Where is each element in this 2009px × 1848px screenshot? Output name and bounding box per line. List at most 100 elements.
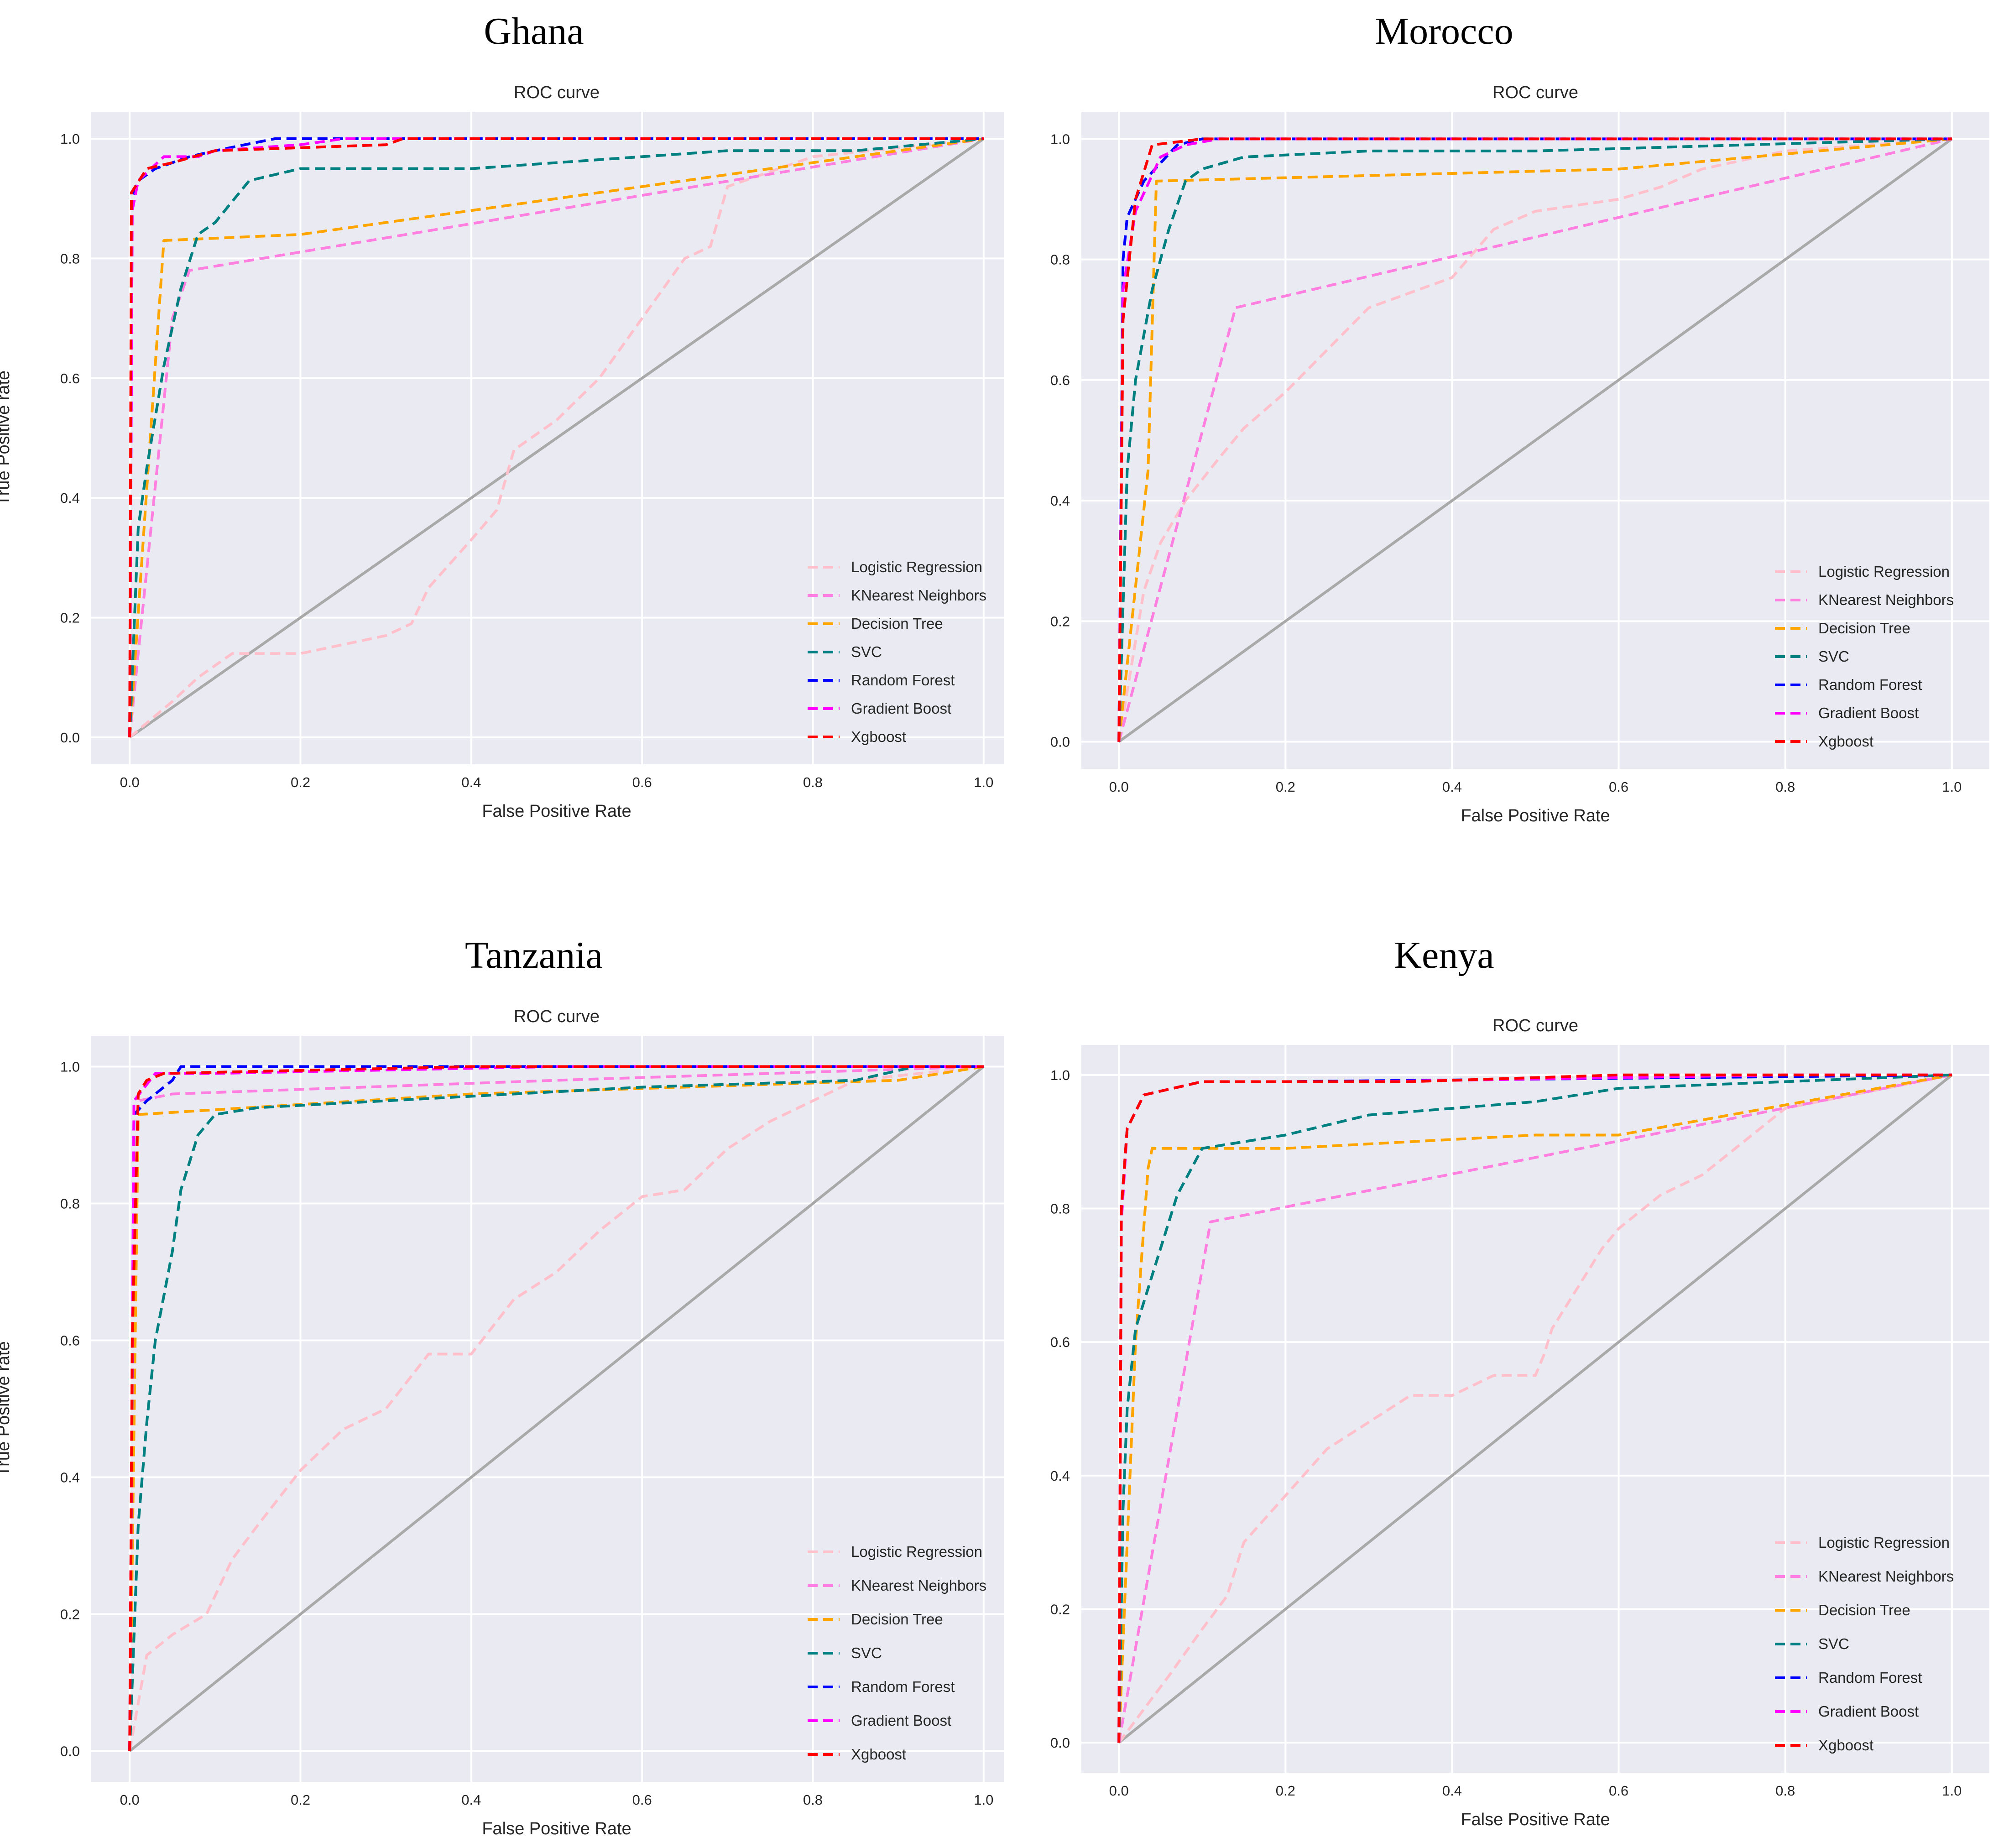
legend-label-knearest-neighbors: KNearest Neighbors <box>851 587 986 604</box>
series-line-logistic-regression <box>129 137 984 739</box>
series-line-svc <box>1117 1073 1952 1743</box>
y-axis-label: True Positive rate <box>0 1341 13 1476</box>
legend-label-logistic-regression: Logistic Regression <box>851 1543 982 1560</box>
x-tick-label: 0.2 <box>291 1792 310 1808</box>
x-tick-label: 0.6 <box>632 774 652 790</box>
legend-label-knearest-neighbors: KNearest Neighbors <box>1818 591 1954 608</box>
series-line-gradient-boost <box>1117 137 1952 742</box>
legend-label-gradient-boost: Gradient Boost <box>1818 1703 1919 1720</box>
legend-label-xgboost: Xgboost <box>1818 1737 1873 1754</box>
series-group <box>128 1065 985 1752</box>
legend-label-svc: SVC <box>851 1644 882 1661</box>
series-line-xgboost <box>1117 1073 1952 1743</box>
legend-label-random-forest: Random Forest <box>1818 676 1922 693</box>
series-line-svc <box>128 1065 984 1751</box>
legend-label-gradient-boost: Gradient Boost <box>851 700 951 717</box>
x-tick-label: 0.6 <box>632 1792 652 1808</box>
x-tick-label: 0.0 <box>1109 1783 1129 1799</box>
y-tick-label: 1.0 <box>1050 131 1070 147</box>
y-tick-label: 0.8 <box>60 251 80 266</box>
legend-label-decision-tree: Decision Tree <box>851 615 943 632</box>
series-line-random-forest <box>1117 137 1952 742</box>
x-tick-label: 1.0 <box>1942 1783 1962 1799</box>
plot-area <box>91 1036 1004 1782</box>
x-tick-label: 1.0 <box>974 774 993 790</box>
y-tick-label: 0.8 <box>1050 1201 1070 1217</box>
legend-label-random-forest: Random Forest <box>851 1678 955 1695</box>
x-axis-label: False Positive Rate <box>1461 1810 1610 1829</box>
y-tick-label: 0.6 <box>1050 1334 1070 1350</box>
panel-label-morocco: Morocco <box>1375 10 1513 52</box>
panel-ghana: Ghana ROC curve 0.0 0.0 0.2 0.2 0.4 0.4 0.6 0.6 0… <box>0 0 1004 924</box>
y-tick-label: 0.4 <box>1050 493 1070 509</box>
series-group <box>1117 1073 1953 1744</box>
series-line-decision-tree <box>1117 1073 1952 1743</box>
y-tick-label: 0.6 <box>60 1333 80 1349</box>
y-tick-label: 0.2 <box>60 610 80 626</box>
panel-label-ghana: Ghana <box>484 10 584 52</box>
series-line-logistic-regression <box>1117 137 1952 742</box>
series-line-svc <box>1117 137 1952 742</box>
legend-label-logistic-regression: Logistic Regression <box>851 559 982 575</box>
chance-diagonal <box>1118 138 1953 743</box>
x-tick-label: 0.8 <box>803 774 823 790</box>
series-line-knearest-neighbors <box>1117 1073 1952 1743</box>
series-line-xgboost <box>128 137 984 738</box>
x-tick-label: 0.6 <box>1609 1783 1628 1799</box>
legend-label-xgboost: Xgboost <box>1818 733 1873 750</box>
legend-label-gradient-boost: Gradient Boost <box>1818 705 1919 721</box>
y-tick-label: 1.0 <box>60 131 80 147</box>
x-tick-label: 0.4 <box>461 774 481 790</box>
x-tick-label: 0.0 <box>1109 779 1129 795</box>
chart-title: ROC curve <box>514 1007 600 1026</box>
x-tick-label: 0.2 <box>1276 1783 1295 1799</box>
legend-label-decision-tree: Decision Tree <box>851 1611 943 1628</box>
x-tick-label: 0.2 <box>291 774 310 790</box>
x-tick-label: 0.8 <box>1775 779 1795 795</box>
legend-label-xgboost: Xgboost <box>851 1746 906 1763</box>
y-tick-label: 0.2 <box>1050 1601 1070 1617</box>
legend-label-knearest-neighbors: KNearest Neighbors <box>1818 1568 1954 1585</box>
legend-label-random-forest: Random Forest <box>1818 1669 1922 1686</box>
x-tick-label: 0.0 <box>120 774 140 790</box>
legend-label-decision-tree: Decision Tree <box>1818 620 1910 637</box>
series-line-decision-tree <box>128 1065 984 1751</box>
chance-diagonal <box>129 1065 985 1752</box>
y-tick-label: 0.8 <box>60 1196 80 1212</box>
roc-chart-morocco: ROC curve 0.0 0.0 0.2 0.2 0.4 0.4 0.6 0.6 0.8 0.8 1… <box>1050 83 1989 825</box>
legend-label-decision-tree: Decision Tree <box>1818 1602 1910 1618</box>
series-line-knearest-neighbors <box>128 137 984 738</box>
legend-label-xgboost: Xgboost <box>851 728 906 745</box>
x-tick-label: 0.6 <box>1609 779 1628 795</box>
legend-label-svc: SVC <box>1818 648 1849 665</box>
chart-title: ROC curve <box>1492 1016 1578 1035</box>
x-tick-label: 1.0 <box>1942 779 1962 795</box>
y-tick-label: 0.0 <box>60 1744 80 1759</box>
y-tick-label: 0.2 <box>60 1607 80 1623</box>
plot-area <box>91 112 1004 764</box>
x-tick-label: 0.4 <box>1442 779 1462 795</box>
panel-label-kenya: Kenya <box>1394 934 1494 976</box>
y-tick-label: 0.0 <box>60 730 80 746</box>
x-tick-label: 0.0 <box>120 1792 140 1808</box>
y-tick-label: 0.0 <box>1050 734 1070 750</box>
series-group <box>1117 137 1953 743</box>
chance-diagonal <box>129 137 985 739</box>
y-tick-label: 0.2 <box>1050 613 1070 629</box>
chance-diagonal <box>1118 1074 1953 1744</box>
series-line-decision-tree <box>128 137 984 738</box>
series-line-logistic-regression <box>128 1065 984 1752</box>
y-tick-label: 0.4 <box>60 490 80 506</box>
y-tick-label: 0.6 <box>1050 372 1070 388</box>
y-tick-label: 1.0 <box>60 1059 80 1075</box>
x-axis-label: False Positive Rate <box>1461 806 1610 825</box>
panel-tanzania: Tanzania ROC curve 0.0 0.0 0.2 0.2 0.4 0.4 0.6 0… <box>0 924 1004 1848</box>
legend-label-svc: SVC <box>1818 1635 1849 1652</box>
y-tick-label: 0.4 <box>1050 1468 1070 1484</box>
y-tick-label: 0.4 <box>60 1470 80 1486</box>
roc-chart-tanzania: ROC curve 0.0 0.0 0.2 0.2 0.4 0.4 0.6 0.6 0.8 0.8 1… <box>0 1007 1004 1838</box>
legend-label-svc: SVC <box>851 643 882 660</box>
series-line-svc <box>128 137 984 738</box>
x-tick-label: 1.0 <box>974 1792 993 1808</box>
x-tick-label: 0.2 <box>1276 779 1295 795</box>
